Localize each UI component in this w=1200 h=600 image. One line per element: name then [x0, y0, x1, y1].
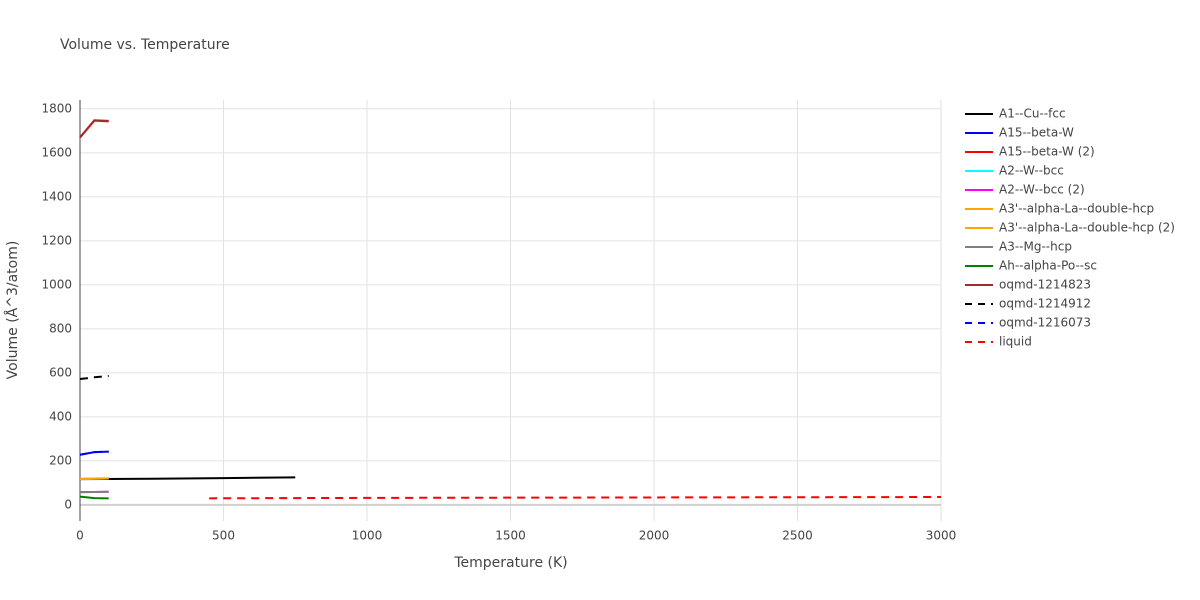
- y-tick-label: 1400: [41, 189, 72, 203]
- legend-label: liquid: [999, 335, 1032, 349]
- y-tick-label: 0: [64, 497, 72, 511]
- x-tick-label: 3000: [926, 529, 957, 543]
- y-tick-label: 1800: [41, 101, 72, 115]
- x-tick-label: 1500: [495, 529, 526, 543]
- y-axis-title: Volume (Å^3/atom): [4, 241, 21, 380]
- legend-label: A3--Mg--hcp: [999, 240, 1072, 254]
- series-line: [79, 476, 296, 481]
- series-line: [79, 119, 109, 139]
- y-tick-label: 1600: [41, 145, 72, 159]
- x-tick-label: 2000: [639, 529, 670, 543]
- legend-label: A1--Cu--fcc: [999, 107, 1066, 121]
- y-tick-label: 1200: [41, 233, 72, 247]
- x-tick-label: 500: [212, 529, 235, 543]
- series-line: [79, 374, 109, 381]
- legend-label: Ah--alpha-Po--sc: [999, 259, 1097, 273]
- y-tick-label: 400: [49, 409, 72, 423]
- x-tick-label: 0: [76, 529, 84, 543]
- series-line: [209, 496, 942, 500]
- legend-label: oqmd-1214912: [999, 297, 1091, 311]
- chart-title: Volume vs. Temperature: [60, 37, 230, 53]
- legend-label: A2--W--bcc (2): [999, 183, 1085, 197]
- series-line: [79, 495, 109, 500]
- x-tick-label: 1000: [352, 529, 383, 543]
- x-tick-label: 2500: [782, 529, 813, 543]
- x-axis-title: Temperature (K): [453, 555, 567, 571]
- series-line: [79, 119, 109, 139]
- y-tick-label: 600: [49, 365, 72, 379]
- legend-label: A3'--alpha-La--double-hcp: [999, 202, 1154, 216]
- y-tick-label: 1000: [41, 277, 72, 291]
- legend-label: A2--W--bcc: [999, 164, 1064, 178]
- legend-label: A3'--alpha-La--double-hcp (2): [999, 221, 1175, 235]
- legend-label: A15--beta-W (2): [999, 145, 1095, 159]
- y-tick-label: 200: [49, 453, 72, 467]
- legend-label: A15--beta-W: [999, 126, 1074, 140]
- legend-label: oqmd-1216073: [999, 316, 1091, 330]
- series-line: [79, 450, 109, 456]
- legend-label: oqmd-1214823: [999, 278, 1091, 292]
- y-tick-label: 800: [49, 321, 72, 335]
